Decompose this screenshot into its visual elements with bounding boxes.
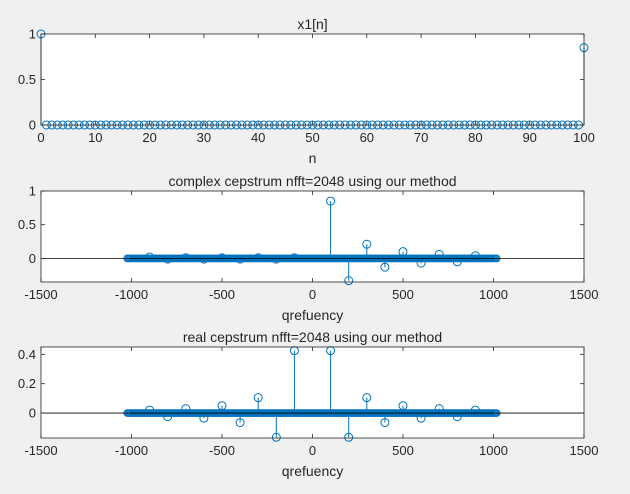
subplot-1: 0 10 20 30 40 50 60 70 80 90 100 0 0.5 1 x1[n] n [18, 16, 595, 166]
stem-marker [181, 253, 191, 263]
stem-marker [253, 393, 263, 403]
y-tick-label: 0 [29, 118, 36, 133]
x-tick-label: -1500 [24, 443, 57, 458]
subplot-title: complex cepstrum nfft=2048 using our met… [168, 173, 456, 189]
y-tick-label: 1 [29, 184, 36, 199]
stem-marker [416, 413, 426, 423]
x-tick-label: 20 [142, 130, 156, 145]
x-tick-label: 500 [392, 443, 414, 458]
x-axis-label: qrefuency [282, 463, 343, 479]
x-tick-label: -500 [209, 287, 235, 302]
x-tick-label: 1000 [479, 443, 508, 458]
stem-marker [217, 253, 227, 263]
stem-marker [235, 254, 245, 264]
x-tick-label: 0 [309, 443, 316, 458]
x-tick-label: 30 [197, 130, 211, 145]
stem-marker [199, 254, 209, 264]
x-tick-label: 70 [414, 130, 428, 145]
stem-marker [434, 404, 444, 414]
x-tick-label: 1500 [570, 287, 599, 302]
y-tick-label: 0.2 [18, 376, 36, 391]
stem-marker [271, 432, 281, 442]
stem-marker [416, 258, 426, 268]
stem-marker [344, 432, 354, 442]
stem-marker [235, 418, 245, 428]
x-tick-label: 100 [573, 130, 595, 145]
x-tick-label: -1000 [115, 287, 148, 302]
x-tick-label: -1000 [115, 443, 148, 458]
x-tick-label: 0 [37, 130, 44, 145]
stem-marker [380, 262, 390, 272]
stem-marker [398, 247, 408, 257]
x-tick-label: 1000 [479, 287, 508, 302]
y-tick-label: 0.4 [18, 347, 36, 362]
stem-marker [145, 252, 155, 262]
axes-background [41, 347, 584, 438]
x-tick-label: 0 [309, 287, 316, 302]
x-tick-label: 10 [88, 130, 102, 145]
stem-marker [145, 405, 155, 415]
stem-marker [398, 401, 408, 411]
x-tick-label: 40 [251, 130, 265, 145]
subplot-2: -1500 -1000 -500 0 500 1000 1500 0 0.5 1 complex c… [18, 173, 599, 323]
stem-marker [289, 253, 299, 263]
x-tick-label: 80 [468, 130, 482, 145]
subplot-title: real cepstrum nfft=2048 using our method [183, 329, 442, 345]
stem-marker [253, 253, 263, 263]
x-axis-label: qrefuency [282, 307, 343, 323]
y-tick-label: 0 [29, 251, 36, 266]
stem-marker [380, 418, 390, 428]
x-tick-label: 1500 [570, 443, 599, 458]
y-tick-label: 1 [29, 27, 36, 42]
x-tick-label: 50 [305, 130, 319, 145]
x-tick-label: 90 [522, 130, 536, 145]
y-tick-label: 0 [29, 406, 36, 421]
axes-background [41, 34, 584, 125]
x-tick-label: 500 [392, 287, 414, 302]
stem-marker [452, 257, 462, 267]
x-tick-label: 60 [360, 130, 374, 145]
stem-marker [163, 254, 173, 264]
y-tick-label: 0.5 [18, 217, 36, 232]
stem-marker [470, 405, 480, 415]
x-tick-label: -500 [209, 443, 235, 458]
stem-marker [271, 254, 281, 264]
subplot-3: -1500 -1000 -500 0 500 1000 1500 0 0.2 0.4 real ce… [18, 329, 599, 479]
stem-marker [326, 196, 336, 206]
stem-marker [362, 393, 372, 403]
stem-marker [470, 251, 480, 261]
stem-marker [344, 276, 354, 286]
y-tick-label: 0.5 [18, 72, 36, 87]
stem-marker [181, 404, 191, 414]
x-axis-label: n [309, 150, 317, 166]
stem-marker [362, 239, 372, 249]
subplot-title: x1[n] [297, 16, 327, 32]
x-tick-label: -1500 [24, 287, 57, 302]
axes-background [41, 191, 584, 282]
stem-marker [217, 401, 227, 411]
stem-marker [199, 413, 209, 423]
